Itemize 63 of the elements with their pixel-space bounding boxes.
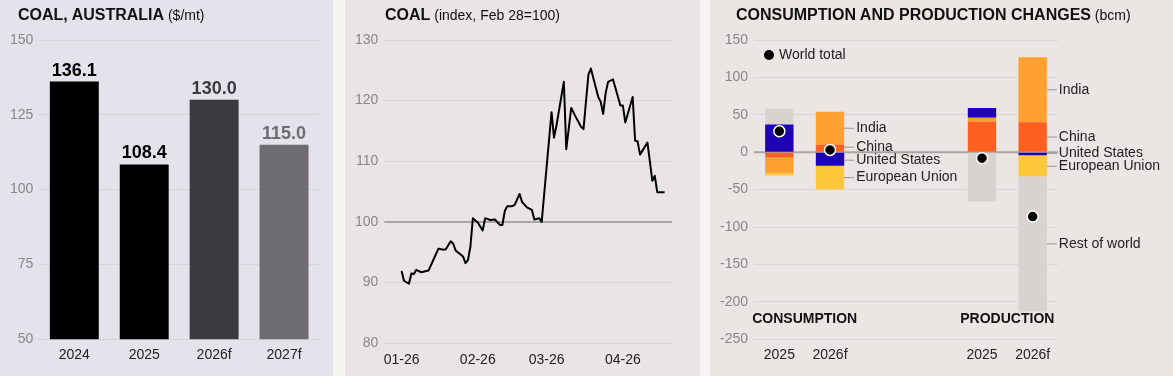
legend-label: World total [779,45,846,62]
x-tick-label: 2025 [128,346,160,363]
x-tick-label: 2026f [812,346,848,363]
x-tick-label: 2026f [196,346,232,363]
x-tick-label: 2027f [266,346,302,363]
x-tick-label: 03-26 [528,351,565,368]
y-tick-label: 0 [740,143,749,160]
chart-title: COAL, AUSTRALIA ($/mt) [18,6,205,23]
x-tick-label: 2026f [1015,346,1051,363]
point [1026,210,1039,223]
y-tick-label: 100 [10,180,34,197]
x-tick-label: 2025 [763,346,796,363]
annotation: PRODUCTION [960,310,1055,327]
y-tick-label: 150 [10,30,34,47]
y-tick-label: 100 [724,68,749,85]
series-label: Rest of world [1058,234,1141,251]
y-tick-label: 90 [362,273,379,290]
bar [967,117,997,122]
y-tick-label: 110 [356,152,379,169]
y-tick-label: 100 [355,212,379,229]
y-tick-label: 50 [17,330,34,347]
series-label: United States [856,151,941,168]
y-tick-label: -50 [727,180,749,197]
x-tick-label: 2024 [58,346,91,363]
x-tick-label: 01-26 [383,351,420,368]
bar [967,121,997,152]
y-tick-label: 130 [355,30,379,47]
data-label: 136.1 [51,59,97,80]
chart-title: CONSUMPTION AND PRODUCTION CHANGES (bcm) [736,6,1131,23]
y-tick-label: -250 [719,330,749,347]
bar [765,173,794,176]
bar [815,152,845,166]
chart-title: COAL (index, Feb 28=100) [385,6,560,23]
y-tick-label: 80 [362,334,379,351]
y-tick-label: -150 [719,255,749,272]
bar [1018,155,1047,177]
annotation: CONSUMPTION [752,310,858,327]
series-label: European Union [856,168,958,185]
bar [765,157,794,174]
y-tick-label: -200 [719,292,749,309]
y-tick-label: 75 [17,255,34,272]
data-label: 108.4 [121,142,167,163]
x-tick-label: 04-26 [604,351,641,368]
y-tick-label: 50 [732,105,749,122]
x-tick-label: 02-26 [459,351,496,368]
bar [1018,57,1047,123]
y-tick-label: 150 [724,30,749,47]
text: China [1058,127,1096,144]
y-tick-label: -100 [719,217,749,234]
point [975,151,989,165]
point [823,143,837,157]
bar [815,165,845,190]
data-label: 130.0 [191,77,237,98]
bar [1018,122,1047,152]
x-tick-label: 2025 [966,346,998,363]
text: India [1058,80,1090,97]
y-tick-label: 120 [355,91,379,108]
data-label: 115.0 [262,122,307,143]
text: European Union [1058,157,1161,174]
series-label: India [856,119,887,136]
bar [815,111,845,145]
y-tick-label: 125 [10,105,34,122]
bar [967,108,997,118]
